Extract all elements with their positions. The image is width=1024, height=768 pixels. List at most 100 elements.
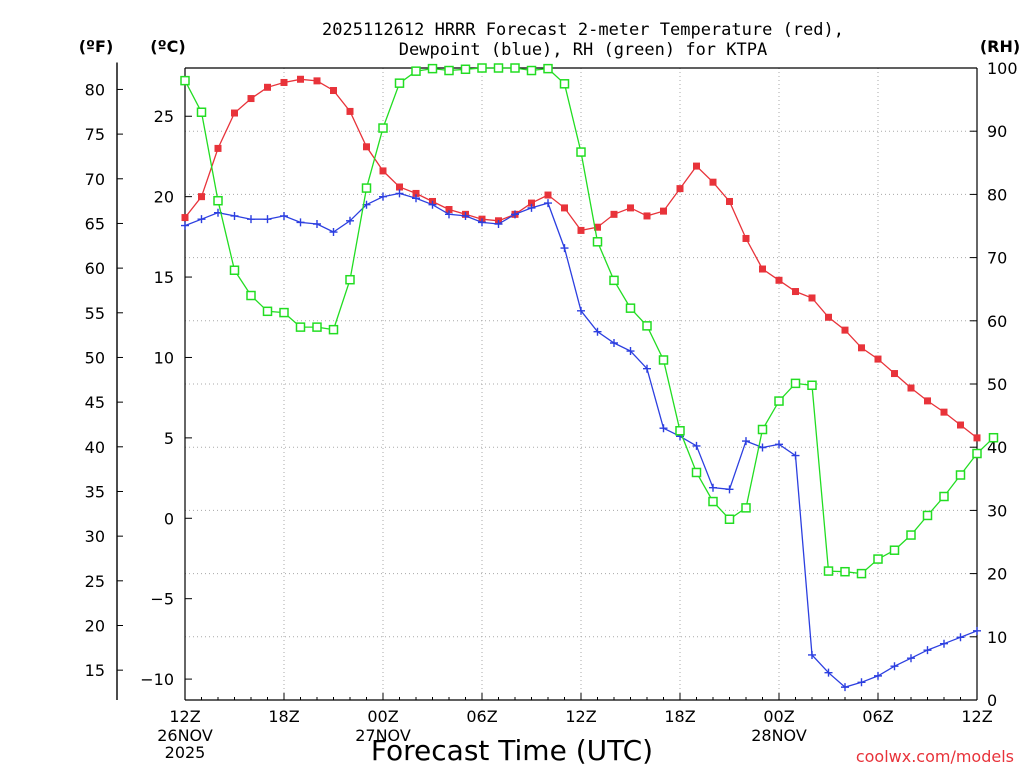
- rh-tick-label: 50: [987, 375, 1007, 394]
- rh-point: [675, 426, 685, 436]
- temperature-point: [858, 344, 865, 352]
- dewpoint-point: [230, 211, 239, 220]
- celsius-tick-label: 5: [164, 429, 174, 448]
- dewpoint-point: [626, 347, 635, 356]
- temperature-point: [264, 83, 271, 91]
- x-tick-label: 00Z: [367, 707, 398, 726]
- temperature-point: [379, 167, 387, 175]
- dewpoint-point: [742, 437, 750, 446]
- dewpoint-point: [907, 654, 915, 663]
- x-tick-label: 00Z: [763, 707, 794, 726]
- dewpoint-point: [346, 216, 354, 225]
- rh-point: [691, 467, 702, 478]
- celsius-tick-label: 15: [154, 268, 174, 287]
- fahrenheit-tick-label: 20: [85, 616, 105, 635]
- temperature-point: [231, 109, 238, 117]
- temperature-point: [445, 206, 453, 214]
- rh-point: [625, 303, 636, 313]
- dewpoint-point: [296, 218, 305, 227]
- temperature-point: [198, 193, 205, 201]
- temperature-point: [528, 199, 535, 207]
- rh-unit-label: (RH): [980, 37, 1020, 56]
- x-tick-date-label: 27NOV: [355, 726, 411, 745]
- dewpoint-point: [808, 650, 816, 659]
- rh-point: [642, 321, 652, 331]
- temperature-point: [808, 294, 816, 302]
- rh-point: [411, 66, 421, 76]
- x-tick-year-label: 2025: [165, 743, 206, 762]
- grid-lines: [185, 68, 977, 700]
- temperature-point: [313, 77, 321, 85]
- temperature-point: [247, 95, 255, 103]
- temperature-point: [396, 183, 403, 191]
- rh-point: [922, 510, 933, 521]
- dewpoint-point: [511, 210, 519, 219]
- temperature-point: [577, 226, 585, 234]
- temperature-point: [957, 421, 964, 429]
- rh-point: [196, 107, 207, 117]
- temperature-point: [792, 288, 799, 296]
- temperature-point: [874, 355, 882, 363]
- temperature-point: [775, 276, 783, 284]
- rh-point: [856, 568, 867, 579]
- temperature-point: [891, 370, 898, 378]
- temperature-point: [693, 162, 700, 170]
- rh-point: [840, 566, 850, 577]
- dewpoint-point: [379, 192, 387, 201]
- temperature-point: [907, 384, 915, 392]
- rh-point: [328, 324, 339, 335]
- celsius-tick-label: 10: [154, 348, 174, 367]
- temperature-point: [610, 210, 618, 218]
- rh-point: [939, 491, 949, 502]
- rh-point: [873, 554, 883, 564]
- fahrenheit-tick-label: 70: [85, 170, 105, 189]
- dewpoint-point: [247, 215, 255, 224]
- rh-tick-label: 60: [987, 312, 1007, 331]
- dewpoint-point: [791, 451, 800, 460]
- temperature-point: [759, 265, 766, 273]
- temperature-point: [726, 197, 733, 205]
- temperature-point: [940, 408, 948, 416]
- temperature-point: [363, 143, 370, 151]
- rh-point: [774, 396, 784, 406]
- rh-point: [427, 63, 438, 74]
- rh-point: [444, 65, 454, 76]
- temperature-point: [973, 434, 981, 442]
- rh-tick-label: 90: [987, 122, 1007, 141]
- dewpoint-point: [940, 639, 948, 648]
- celsius-tick-label: 20: [154, 188, 174, 207]
- fahrenheit-tick-label: 80: [85, 80, 105, 99]
- temperature-point: [561, 204, 568, 212]
- dewpoint-point: [857, 678, 866, 687]
- rh-tick-label: 80: [987, 185, 1007, 204]
- temperature-point: [181, 214, 189, 222]
- dewpoint-point: [544, 199, 552, 208]
- rh-tick-label: 70: [987, 249, 1007, 268]
- temperature-point: [841, 326, 849, 334]
- temperature-point: [330, 87, 337, 95]
- temperature-point: [297, 75, 304, 83]
- dewpoint-point: [461, 211, 470, 220]
- rh-tick-label: 30: [987, 501, 1007, 520]
- rh-point: [559, 79, 570, 89]
- dewpoint-point: [692, 441, 701, 450]
- rh-point: [724, 514, 735, 524]
- dewpoint-point: [412, 194, 420, 203]
- dewpoint-point: [181, 221, 189, 230]
- chart-title-line-1: 2025112612 HRRR Forecast 2-meter Tempera…: [322, 20, 844, 40]
- rh-tick-label: 100: [987, 59, 1018, 78]
- temperature-point: [825, 313, 832, 321]
- x-tick-date-label: 28NOV: [751, 726, 807, 745]
- x-tick-label: 18Z: [664, 707, 695, 726]
- temperature-point: [742, 234, 750, 242]
- rh-point: [493, 63, 504, 73]
- rh-point: [460, 64, 471, 75]
- celsius-unit-label: (ºC): [150, 37, 185, 56]
- rh-point: [229, 265, 240, 275]
- temperature-point: [627, 204, 634, 212]
- x-tick-date-label: 26NOV: [157, 726, 213, 745]
- x-tick-label: 06Z: [862, 707, 893, 726]
- dewpoint-point: [478, 218, 486, 227]
- dewpoint-point: [395, 189, 404, 198]
- fahrenheit-tick-label: 25: [85, 572, 105, 591]
